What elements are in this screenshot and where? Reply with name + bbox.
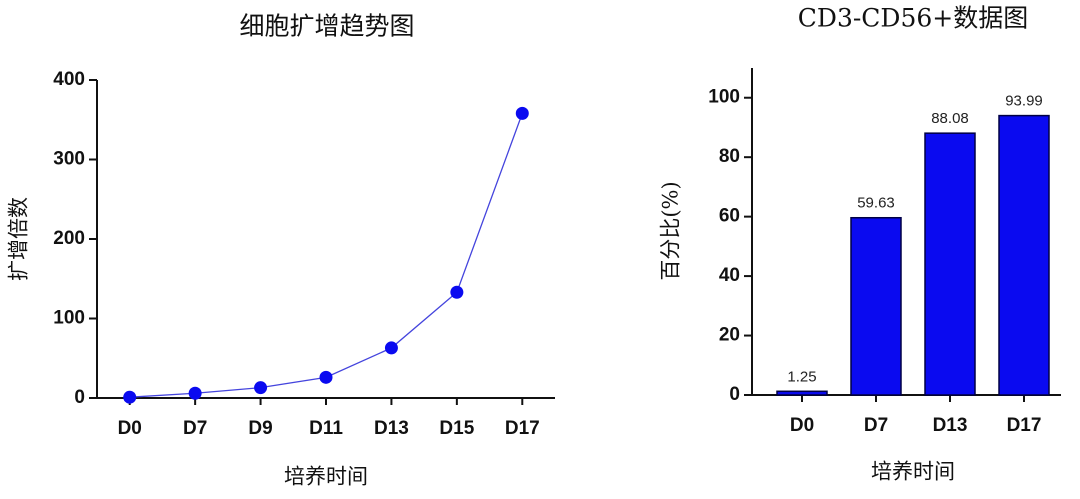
y-tick-label: 20 xyxy=(719,325,740,346)
y-tick-label: 80 xyxy=(719,146,740,167)
bar xyxy=(924,132,976,396)
bar xyxy=(776,390,828,396)
point xyxy=(188,386,202,400)
y-tick-label: 60 xyxy=(719,206,740,227)
point xyxy=(515,106,529,120)
x-tick-label: D13 xyxy=(933,415,968,436)
y-tick-label: 40 xyxy=(719,265,740,286)
value-label: 93.99 xyxy=(1005,93,1043,110)
point xyxy=(450,285,464,299)
chart-title: 细胞扩增趋势图 xyxy=(239,12,414,41)
y-axis-title: 扩增倍数 xyxy=(7,197,31,281)
x-tick-label: D17 xyxy=(505,418,540,439)
value-label: 88.08 xyxy=(931,110,969,127)
chart-title: CD3-CD56+数据图 xyxy=(798,4,1028,33)
x-tick-label: D9 xyxy=(248,418,272,439)
point xyxy=(384,341,398,355)
y-tick-label: 200 xyxy=(53,228,85,249)
x-tick-label: D17 xyxy=(1007,415,1042,436)
series-line xyxy=(129,113,523,398)
point xyxy=(123,390,137,404)
x-tick-label: D0 xyxy=(118,418,142,439)
x-tick-label: D11 xyxy=(309,418,343,439)
y-tick-label: 100 xyxy=(708,87,740,108)
y-tick-label: 0 xyxy=(729,384,740,405)
x-tick-label: D7 xyxy=(183,418,207,439)
x-axis-title: 培养时间 xyxy=(284,465,368,489)
value-label: 59.63 xyxy=(857,195,895,212)
y-tick-label: 100 xyxy=(53,308,85,329)
x-tick-label: D7 xyxy=(864,415,888,436)
bar xyxy=(850,216,902,396)
y-tick-label: 0 xyxy=(74,387,85,408)
bar xyxy=(998,114,1050,396)
x-axis-title: 培养时间 xyxy=(871,460,955,484)
value-label: 1.25 xyxy=(787,368,816,385)
y-axis-title: 百分比(%) xyxy=(659,181,683,280)
point xyxy=(254,381,268,395)
y-tick-label: 400 xyxy=(53,69,85,90)
point xyxy=(319,370,333,384)
x-tick-label: D0 xyxy=(790,415,814,436)
x-tick-label: D15 xyxy=(439,418,474,439)
y-tick-label: 300 xyxy=(53,149,85,170)
x-tick-label: D13 xyxy=(374,418,409,439)
